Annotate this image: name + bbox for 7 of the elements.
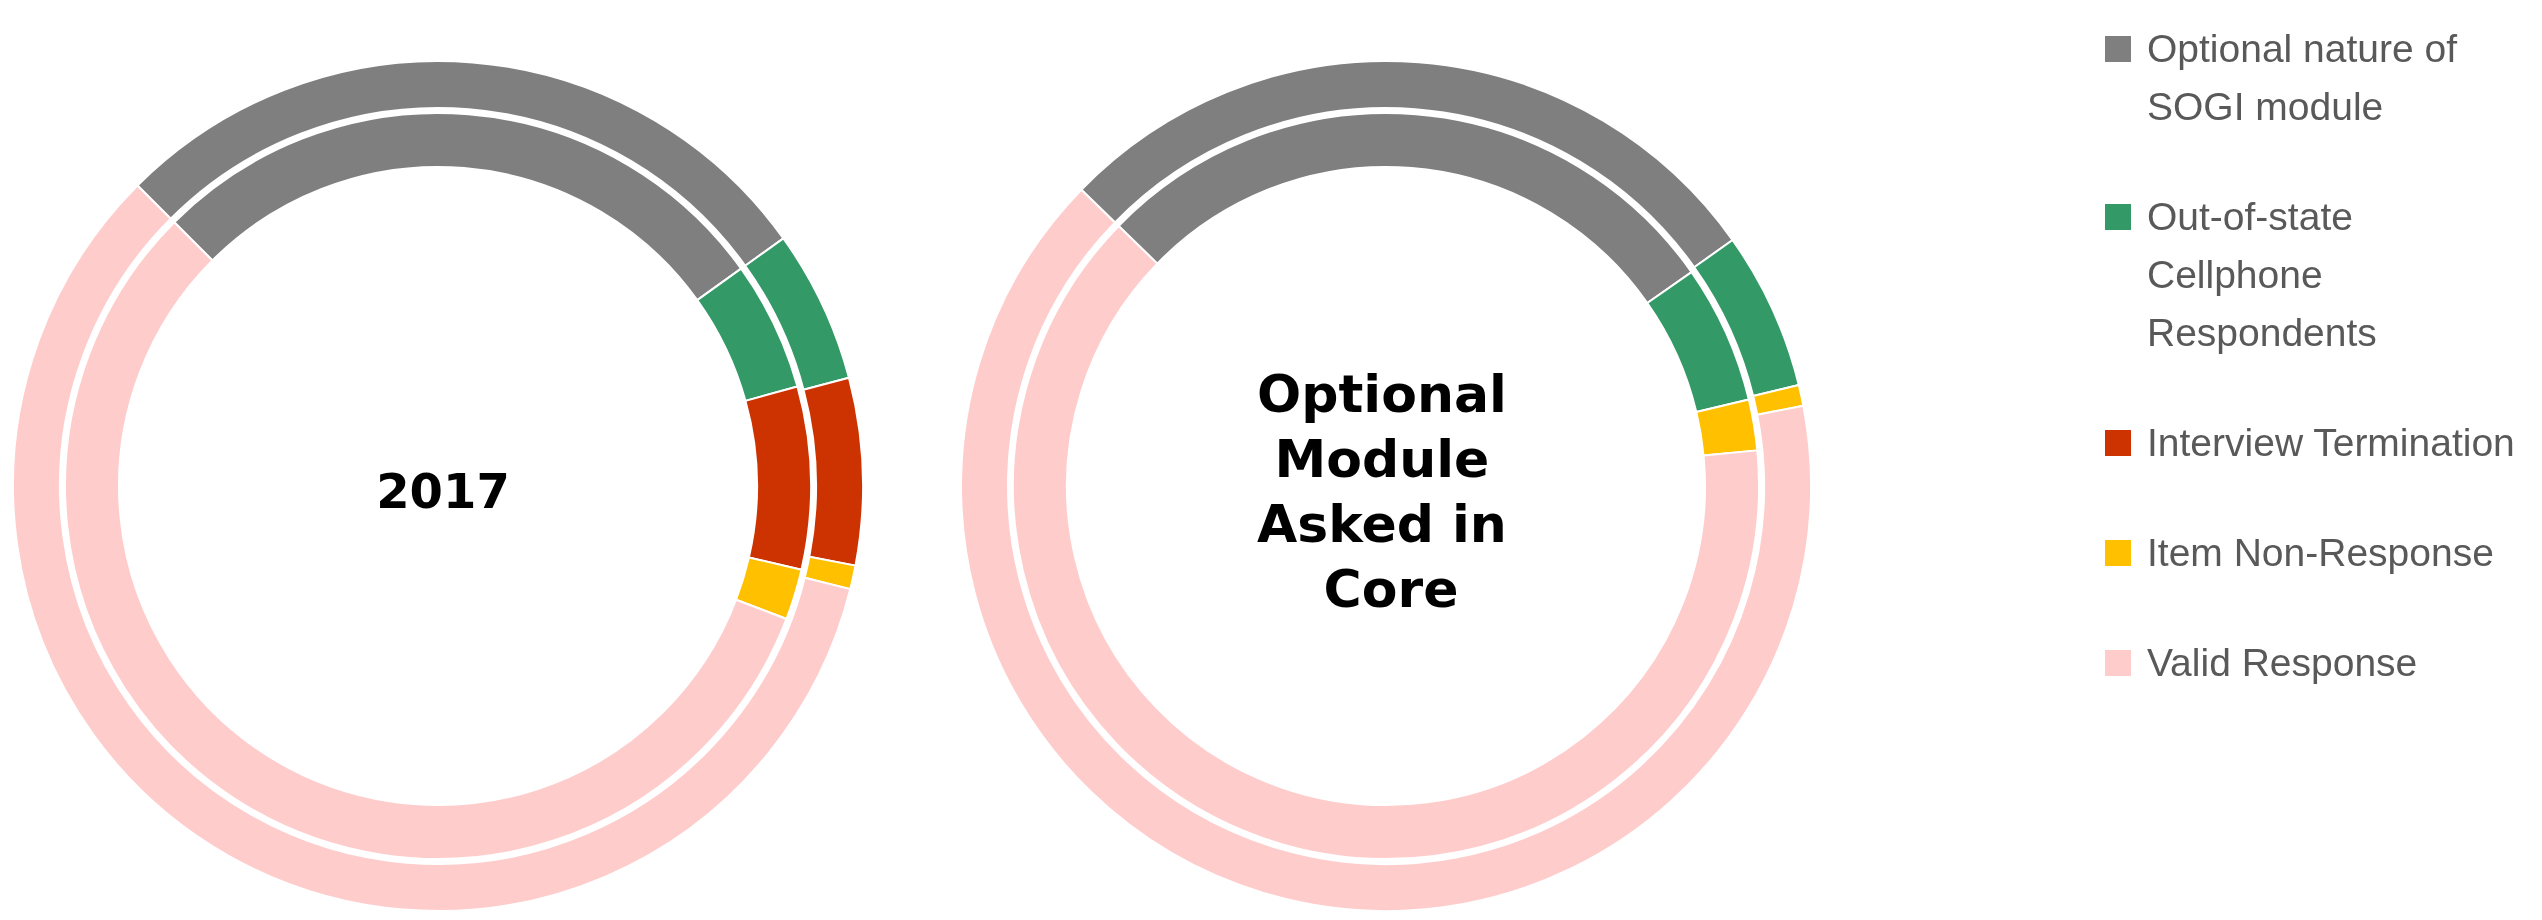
legend-label: Optional nature of SOGI module <box>2147 27 2458 128</box>
legend-label: Item Non-Response <box>2147 531 2494 574</box>
legend-label: Out-of-state Cellphone Respondents <box>2147 195 2377 354</box>
legend-label: Interview Termination <box>2147 421 2515 464</box>
text: Optional Module Asked in Core <box>1257 363 1525 619</box>
text: 2017 <box>376 463 510 519</box>
legend-label: Valid Response <box>2147 641 2418 684</box>
